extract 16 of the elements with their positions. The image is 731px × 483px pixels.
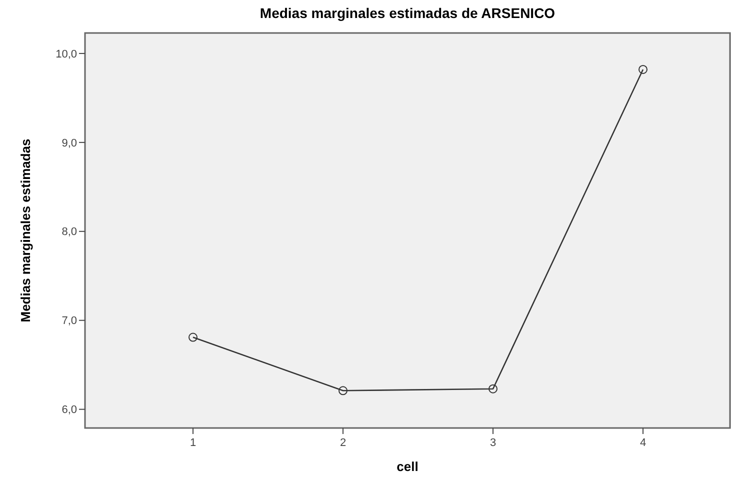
point	[188, 332, 198, 342]
y-tick-label: 9,0	[62, 137, 77, 150]
y-tick-label: 7,0	[62, 315, 77, 328]
y-tick-label: 8,0	[62, 226, 77, 238]
x-tick-label: 1	[190, 437, 196, 449]
point	[488, 384, 498, 394]
x-tick-label: 2	[340, 437, 346, 449]
point	[638, 64, 648, 74]
chart-title: Medias marginales estimadas de ARSENICO	[260, 5, 556, 21]
y-tick-label: 6,0	[62, 404, 77, 416]
x-tick-label: 3	[490, 437, 496, 449]
x-tick-label: 4	[640, 437, 646, 449]
y-tick-label: 10,0	[56, 48, 77, 60]
x-axis-title: cell	[396, 459, 418, 474]
point	[338, 386, 348, 396]
y-axis-title: Medias marginales estimadas	[18, 138, 33, 322]
